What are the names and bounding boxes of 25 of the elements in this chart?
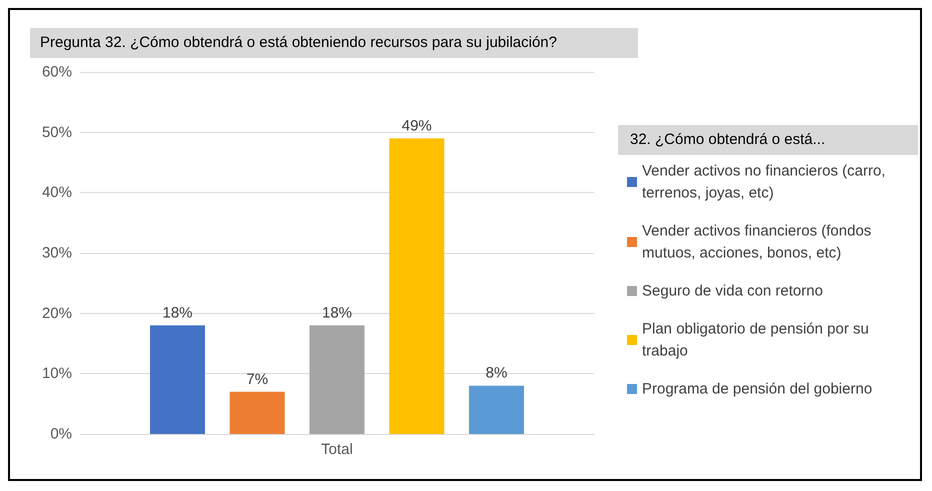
data-label: 49% [402, 117, 432, 134]
data-label: 18% [322, 304, 352, 322]
legend-label: Seguro de vida con retorno [642, 282, 823, 300]
data-label: 8% [486, 364, 508, 382]
bar [230, 392, 285, 434]
data-label: 7% [246, 370, 268, 388]
bar [310, 325, 364, 434]
legend-label: Vender activos no financieros (carro, terrenos, joyas, etc) [642, 162, 890, 202]
y-tick-label: 30% [42, 244, 72, 262]
y-tick-label: 60% [42, 64, 72, 80]
legend-label: Vender activos financieros (fondos mutuos, acciones, bonos, etc) [642, 222, 876, 262]
y-tick-label: 10% [42, 365, 72, 382]
y-tick-label: 0% [50, 426, 72, 442]
y-tick-label: 40% [42, 184, 72, 202]
bar [389, 138, 444, 434]
data-label: 18% [162, 304, 193, 322]
legend-title: 32. ¿Cómo obtendrá o está... [630, 131, 826, 148]
legend-label: Programa de pensión del gobierno [642, 380, 872, 398]
legend-label: Plan obligatorio de pensión por su trabajo [642, 320, 873, 360]
bar [469, 386, 524, 434]
bar [150, 325, 205, 434]
chart-title: Pregunta 32. ¿Cómo obtendrá o está obteniendo recursos para su jubilación? [40, 34, 557, 51]
y-tick-label: 50% [42, 124, 72, 141]
y-tick-label: 20% [42, 304, 72, 322]
x-tick-label: Total [321, 441, 353, 458]
